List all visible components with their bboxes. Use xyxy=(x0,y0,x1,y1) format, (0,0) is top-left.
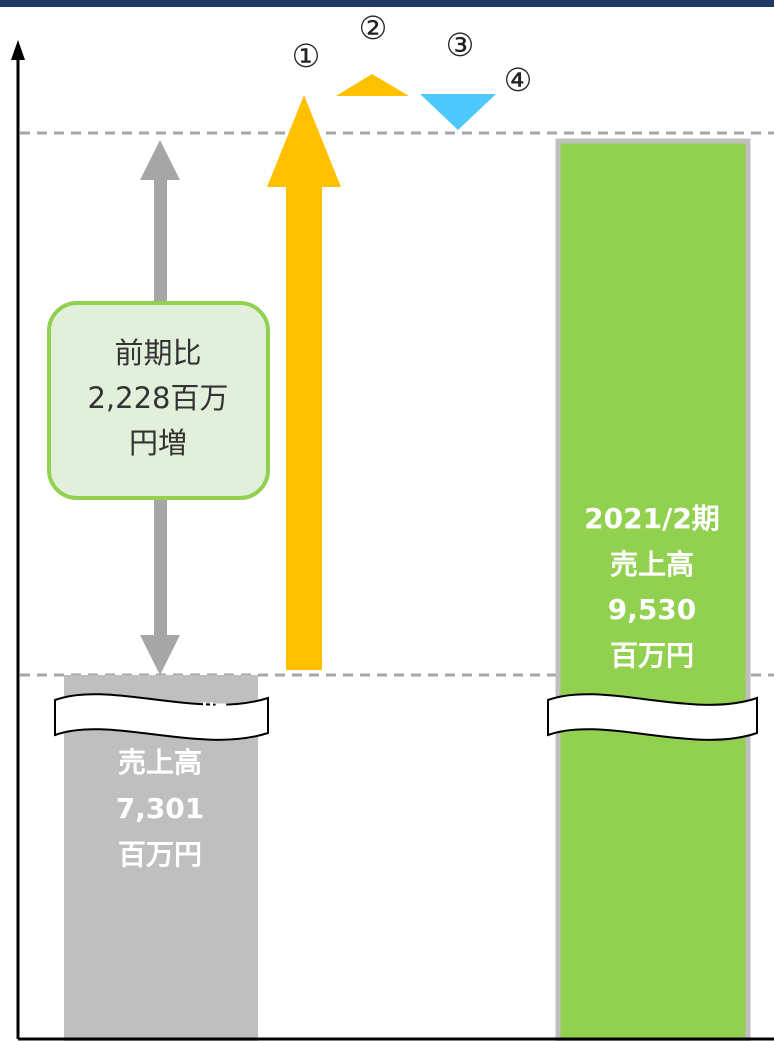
bar-2021 xyxy=(555,138,751,1041)
bar-label: 2020/2期 xyxy=(92,700,228,733)
bar-label: 2021/2期 xyxy=(584,502,720,535)
difference-box xyxy=(47,301,270,500)
marker: ④ xyxy=(504,61,533,99)
small-up-triangle xyxy=(336,74,409,96)
bar-label: 7,301 xyxy=(116,792,205,825)
break-mark xyxy=(54,693,758,741)
up-arrow xyxy=(267,95,341,670)
bar-label: 売上高 xyxy=(118,746,202,779)
bar-label: 売上高 xyxy=(610,548,694,581)
box-text: 円増 xyxy=(129,426,187,460)
marker: ③ xyxy=(446,26,475,64)
marker: ① xyxy=(292,37,321,75)
bar-label: 9,530 xyxy=(608,593,697,626)
down-triangle xyxy=(420,94,496,130)
box-text: 2,228百万 xyxy=(87,381,228,415)
axes xyxy=(16,55,774,1041)
bar-label: 百万円 xyxy=(118,838,202,871)
axis-arrowhead xyxy=(11,40,25,60)
bar-label: 百万円 xyxy=(610,639,694,672)
box-text: 前期比 xyxy=(114,336,201,370)
top-strip xyxy=(0,0,774,7)
marker: ② xyxy=(359,9,388,47)
